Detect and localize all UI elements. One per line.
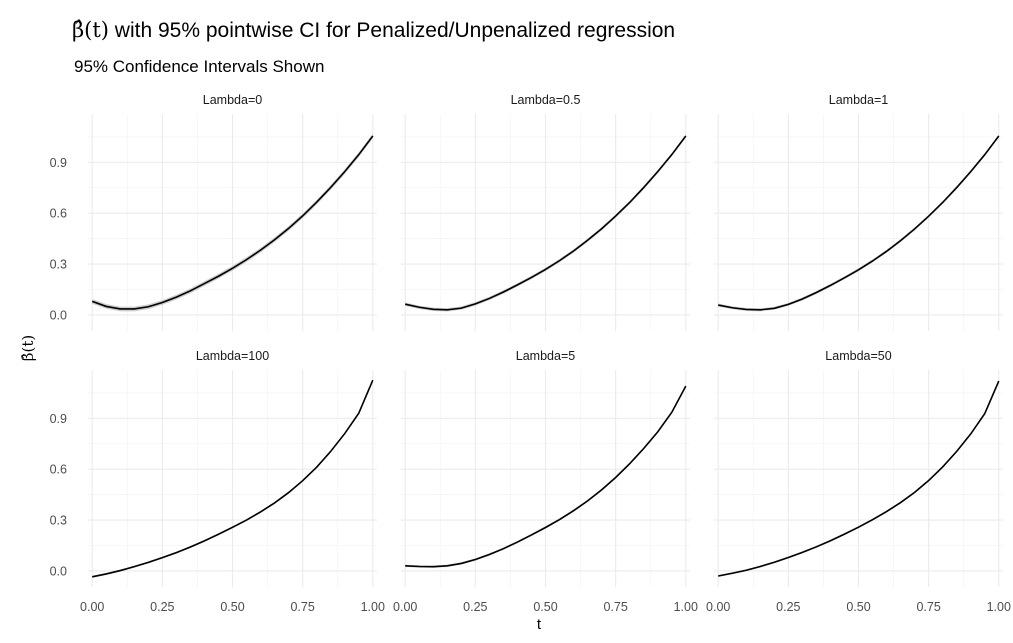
facet-panels: Lambda=0 0.0 0.3 0.6 0.9 Lambda=0.5 Lambda=1 La… [50,93,1011,614]
facet-panel: Lambda=0 0.0 0.3 0.6 0.9 [50,93,377,331]
estimate-line [718,135,1000,311]
chart-subtitle: 95% Confidence Intervals Shown [74,57,324,76]
y-tick-label: 0.9 [50,156,67,170]
estimate-line [405,135,687,311]
x-tick-label: 1.00 [674,600,698,614]
estimate-line [92,379,374,578]
facet-strip-label: Lambda=1 [829,93,888,107]
y-tick-label: 0.9 [50,412,67,426]
x-tick-label: 0.50 [533,600,557,614]
y-tick-label: 0.3 [50,258,67,272]
facet-strip-label: Lambda=50 [825,349,891,363]
facet-strip-label: Lambda=0.5 [511,93,581,107]
x-tick-label: 0.50 [846,600,870,614]
title-text: with 95% pointwise CI for Penalized/Unpe… [109,19,675,42]
facet-panel: Lambda=100 0.0 0.3 0.6 0.9 0.00 0.25 0.50 0.75 1.… [50,349,385,614]
x-tick-label: 0.00 [80,600,104,614]
x-tick-label: 0.50 [220,600,244,614]
x-tick-label: 0.75 [916,600,940,614]
title-math: β̂(t) [72,18,109,42]
x-tick-label: 0.25 [150,600,174,614]
x-tick-label: 0.25 [776,600,800,614]
facet-strip-label: Lambda=5 [516,349,575,363]
facet-panel: Lambda=5 0.00 0.25 0.50 0.75 1.00 [393,349,698,614]
y-tick-label: 0.3 [50,514,67,528]
y-tick-label: 0.6 [50,207,67,221]
facet-panel: Lambda=0.5 [401,93,690,331]
x-tick-label: 0.00 [393,600,417,614]
y-tick-label: 0.0 [50,308,67,322]
estimate-line [718,380,1000,577]
facet-panel: Lambda=50 0.00 0.25 0.50 0.75 1.00 [706,349,1011,614]
x-axis-title: t [537,616,542,633]
y-tick-label: 0.6 [50,463,67,477]
x-tick-label: 1.00 [987,600,1011,614]
x-tick-label: 0.75 [290,600,314,614]
estimate-line [91,135,374,310]
y-tick-label: 0.0 [50,564,67,578]
facet-strip-label: Lambda=100 [196,349,269,363]
x-tick-label: 0.00 [706,600,730,614]
x-tick-label: 1.00 [361,600,385,614]
x-tick-label: 0.25 [463,600,487,614]
facet-strip-label: Lambda=0 [203,93,262,107]
chart-title: β̂(t) with 95% pointwise CI for Penalize… [72,18,675,42]
facet-panel: Lambda=1 [714,93,1003,331]
estimate-line [405,385,687,568]
x-tick-label: 0.75 [603,600,627,614]
y-axis-title: β̂(t) [19,335,37,361]
